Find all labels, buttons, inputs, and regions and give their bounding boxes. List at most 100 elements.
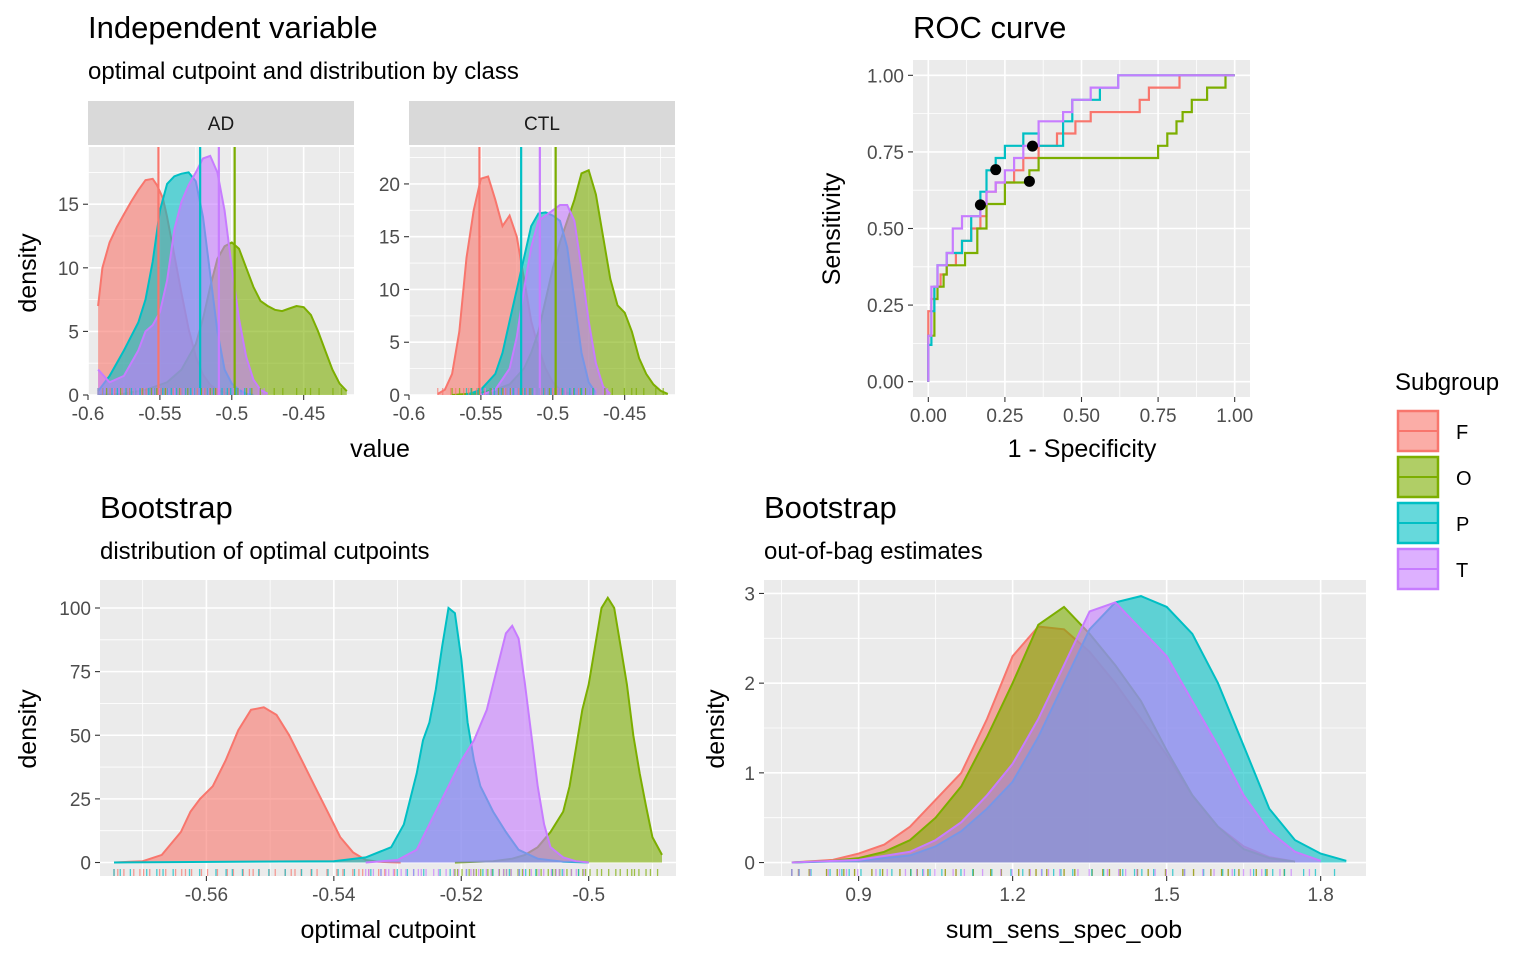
y-tick-label: 25: [70, 790, 91, 811]
plot-subtitle: out-of-bag estimates: [764, 538, 983, 565]
roc-cutpoint-O: [1023, 175, 1035, 187]
plot-title: Bootstrap: [100, 490, 233, 525]
x-tick-label: -0.5: [572, 885, 605, 906]
y-tick-label: 1.00: [867, 66, 904, 87]
y-tick-label: 5: [68, 322, 79, 343]
facet-strip: [88, 101, 354, 145]
x-tick-label: 0.50: [1063, 406, 1100, 427]
x-tick-label: -0.5: [536, 404, 569, 425]
plot-title: ROC curve: [913, 10, 1066, 45]
plot-panel: -0.6 -0.55 -0.5 -0.45 0 5 10 15: [58, 147, 354, 425]
x-tick-label: -0.45: [603, 404, 646, 425]
y-tick-label: 0: [744, 854, 755, 875]
x-tick-label: 1.5: [1153, 885, 1179, 906]
y-tick-label: 2: [744, 674, 755, 695]
facet-ad: AD -0.6 -0.55 -0.5 -0.45 0 5 10 15: [58, 101, 354, 425]
roc-cutpoint-T: [1026, 140, 1038, 152]
y-tick-label: 15: [58, 195, 79, 216]
plot-title: Independent variable: [88, 10, 378, 45]
density-area-T: [98, 155, 268, 395]
x-tick-label: 0.9: [845, 885, 871, 906]
legend-label-O: O: [1456, 468, 1472, 490]
plot-title: Bootstrap: [764, 490, 897, 525]
facet-strip-label: CTL: [524, 114, 560, 135]
plot-area: [927, 74, 1235, 382]
plot-area: [791, 595, 1347, 876]
x-tick-label: -0.55: [138, 404, 181, 425]
y-tick-label: 75: [70, 663, 91, 684]
x-tick-label: -0.52: [440, 885, 483, 906]
x-tick-label: -0.56: [185, 885, 228, 906]
x-axis-title: 1 - Specificity: [1008, 435, 1157, 463]
plot-area: [97, 147, 348, 395]
x-tick-label: -0.54: [312, 885, 356, 906]
density-line-F: [113, 706, 401, 864]
x-tick-label: 1.00: [1216, 406, 1253, 427]
x-tick-label: 0.00: [910, 406, 947, 427]
roc-cutpoint-P: [990, 164, 1002, 176]
plot-panel: 0.00 0.25 0.50 0.75 1.00 0.00 0.25 0.50 0.75 1.00: [867, 60, 1253, 427]
plot-panel: -0.6 -0.55 -0.5 -0.45 0 5 10 15 20: [379, 147, 675, 425]
y-tick-label: 0.00: [867, 373, 904, 394]
y-tick-label: 0.75: [867, 143, 904, 164]
bootstrap-cutpoints-plot: Bootstrap distribution of optimal cutpoi…: [14, 490, 676, 944]
density-area-T: [480, 205, 611, 395]
facet-strip-label: AD: [208, 114, 234, 135]
x-tick-label: -0.55: [459, 404, 502, 425]
y-axis-title: Sensitivity: [818, 172, 846, 285]
y-tick-label: 0: [68, 386, 79, 407]
y-tick-label: 5: [389, 333, 400, 354]
x-tick-label: 0.25: [986, 406, 1023, 427]
plot-area: [437, 147, 669, 395]
plot-area: [113, 595, 663, 876]
x-axis-title: optimal cutpoint: [300, 916, 475, 944]
x-tick-label: -0.45: [282, 404, 325, 425]
y-axis-title: density: [14, 689, 42, 769]
density-area-O: [454, 597, 662, 863]
density-line-T: [480, 204, 612, 395]
y-tick-label: 3: [744, 584, 755, 605]
roc-curve-plot: ROC curve 1 - Specificity Sensitivity 0.…: [818, 10, 1253, 463]
x-tick-label: 1.2: [999, 885, 1025, 906]
legend-label-P: P: [1456, 514, 1469, 536]
density-area-T: [365, 625, 589, 863]
plot-subtitle: optimal cutpoint and distribution by cla…: [88, 58, 519, 85]
density-area-F: [437, 176, 582, 395]
y-axis-title: density: [702, 689, 730, 769]
plot-subtitle: distribution of optimal cutpoints: [100, 538, 430, 565]
x-axis-title: sum_sens_spec_oob: [946, 916, 1182, 944]
roc-line-T: [927, 74, 1235, 382]
x-tick-label: -0.6: [393, 404, 426, 425]
y-tick-label: 100: [59, 599, 91, 620]
legend-title: Subgroup: [1395, 369, 1499, 396]
x-tick-label: 1.8: [1307, 885, 1333, 906]
x-tick-label: 0.75: [1140, 406, 1177, 427]
y-axis-title: density: [14, 233, 42, 313]
y-tick-label: 20: [379, 175, 400, 196]
x-tick-label: -0.6: [72, 404, 105, 425]
x-tick-label: -0.5: [215, 404, 248, 425]
y-tick-label: 15: [379, 228, 400, 249]
facet-strip: [409, 101, 675, 145]
density-line-T: [97, 154, 269, 395]
bootstrap-oob-plot: Bootstrap out-of-bag estimates sum_sens_…: [702, 490, 1366, 944]
y-tick-label: 0: [80, 854, 91, 875]
y-tick-label: 0.25: [867, 296, 904, 317]
y-tick-label: 50: [70, 726, 91, 747]
x-axis-title: value: [350, 435, 410, 463]
y-tick-label: 1: [744, 764, 755, 785]
legend-label-F: F: [1456, 422, 1468, 444]
density-line-T: [365, 623, 589, 864]
y-tick-label: 10: [58, 259, 79, 280]
y-tick-label: 0: [389, 386, 400, 407]
legend-label-T: T: [1456, 560, 1468, 582]
plot-panel: 0.9 1.2 1.5 1.8 0 1 2 3: [744, 580, 1366, 906]
density-area-T: [791, 602, 1321, 863]
roc-cutpoint-F: [974, 199, 986, 211]
y-tick-label: 10: [379, 280, 400, 301]
y-tick-label: 0.50: [867, 220, 904, 241]
legend: Subgroup F O P T: [1395, 369, 1499, 591]
density-line-T: [791, 601, 1322, 864]
plot-panel: -0.56 -0.54 -0.52 -0.5 0 25 50 75 100: [59, 580, 676, 906]
